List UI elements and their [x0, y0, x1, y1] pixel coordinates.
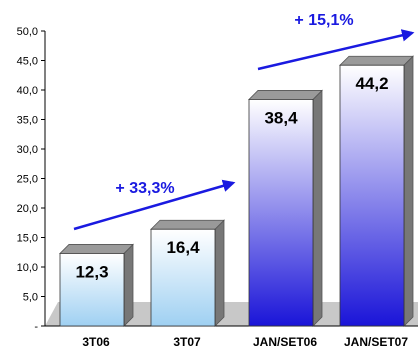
y-tick-label: 25,0 — [17, 174, 38, 186]
bar-side — [403, 55, 414, 327]
growth-annotation: + 33,3% — [115, 180, 174, 197]
x-tick-label: 3T06 — [82, 335, 110, 349]
y-tick-label: 30,0 — [17, 144, 38, 156]
y-tick-label: 20,0 — [17, 203, 38, 215]
bar-top — [150, 219, 225, 230]
y-tick-label: 50,0 — [17, 26, 38, 38]
bar-3t07 — [150, 219, 225, 327]
chart-floor — [45, 302, 418, 326]
bar-front — [339, 64, 405, 327]
bar-side — [123, 243, 134, 327]
y-tick-label: 45,0 — [17, 56, 38, 68]
bar-value-label: 16,4 — [166, 238, 200, 257]
growth-arrow — [257, 29, 415, 71]
bar-jan-set06 — [248, 89, 323, 327]
y-tick-label: 15,0 — [17, 233, 38, 245]
bar-3t06 — [59, 243, 134, 327]
x-tick-label: JAN/SET06 — [253, 335, 317, 349]
y-tick-label: 5,0 — [23, 292, 38, 304]
bar-value-label: 38,4 — [264, 108, 298, 127]
bar-front — [150, 228, 216, 327]
bar-front — [59, 253, 125, 327]
x-tick-label: 3T07 — [173, 335, 201, 349]
growth-annotation: + 15,1% — [294, 12, 353, 29]
bar-top — [339, 55, 414, 66]
y-tick-label: 10,0 — [17, 262, 38, 274]
bar-side — [214, 219, 225, 327]
y-tick-label: - — [34, 321, 38, 333]
bar-side — [312, 89, 323, 327]
y-tick-label: 35,0 — [17, 115, 38, 127]
bar-jan-set07 — [339, 55, 414, 327]
bar-value-label: 12,3 — [75, 262, 108, 281]
y-tick-label: 40,0 — [17, 85, 38, 97]
bar-top — [248, 90, 323, 100]
growth-arrow — [73, 179, 236, 231]
bar-top — [59, 244, 134, 254]
x-tick-label: JAN/SET07 — [344, 335, 408, 349]
bar-value-label: 44,2 — [355, 74, 388, 93]
bar-front — [248, 99, 314, 327]
